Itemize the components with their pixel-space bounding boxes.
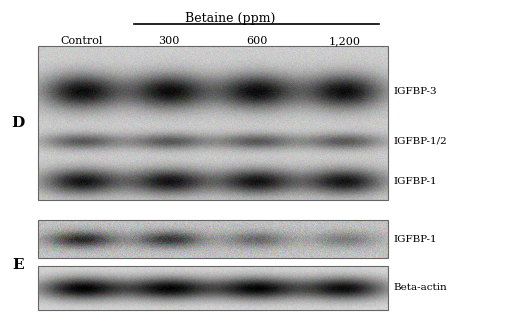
Bar xyxy=(38,46,388,200)
Text: IGFBP-1/2: IGFBP-1/2 xyxy=(393,137,447,145)
Text: Beta-actin: Beta-actin xyxy=(393,284,447,292)
Bar xyxy=(38,266,388,310)
Text: Control: Control xyxy=(60,36,103,46)
Text: D: D xyxy=(11,116,24,130)
Text: Betaine (ppm): Betaine (ppm) xyxy=(185,12,275,25)
Text: IGFBP-1: IGFBP-1 xyxy=(393,176,437,186)
Bar xyxy=(38,220,388,258)
Text: E: E xyxy=(12,258,24,272)
Text: 300: 300 xyxy=(159,36,180,46)
Text: 600: 600 xyxy=(246,36,267,46)
Text: IGFBP-3: IGFBP-3 xyxy=(393,87,437,95)
Text: 1,200: 1,200 xyxy=(328,36,360,46)
Text: IGFBP-1: IGFBP-1 xyxy=(393,235,437,243)
